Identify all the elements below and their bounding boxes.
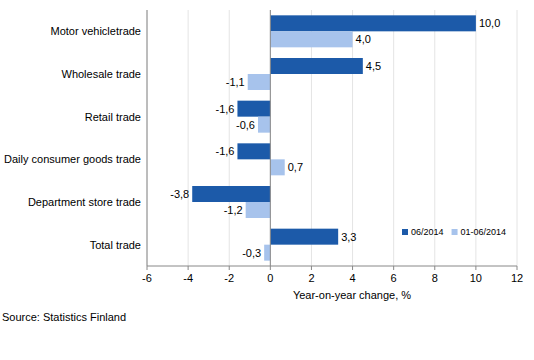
category-label: Retail trade	[85, 111, 141, 123]
bar	[270, 15, 476, 31]
data-label: -0,6	[236, 119, 255, 131]
tick-label: 6	[391, 272, 397, 284]
grid-line	[517, 10, 518, 266]
tick	[147, 266, 148, 270]
legend-label: 06/2014	[411, 227, 444, 237]
tick-label: -2	[224, 272, 234, 284]
grid-line	[188, 10, 189, 266]
data-label: -1,6	[215, 145, 234, 157]
grid-line	[229, 10, 230, 266]
category-label: Daily consumer goods trade	[4, 153, 141, 165]
tick	[434, 266, 435, 270]
chart: -6-4-202468101210,04,04,5-1,1-1,6-0,6-1,…	[0, 0, 534, 360]
category-label: Department store trade	[28, 196, 141, 208]
bar	[237, 101, 270, 117]
tick-label: 12	[511, 272, 523, 284]
grid-line	[393, 10, 394, 266]
grid-line	[311, 10, 312, 266]
data-label: -1,1	[226, 76, 245, 88]
tick	[229, 266, 230, 270]
source: Source: Statistics Finland	[2, 311, 126, 323]
data-labels: 10,04,04,5-1,1-1,6-0,6-1,60,7-3,8-1,23,3…	[170, 17, 500, 258]
tick-label: -6	[142, 272, 152, 284]
category-label: Motor vehicletrade	[51, 25, 142, 37]
bar	[258, 117, 270, 133]
bar	[246, 202, 271, 218]
x-axis-label: Year-on-year change, %	[293, 289, 411, 301]
bar	[270, 31, 352, 47]
category-label: Total trade	[90, 239, 141, 251]
bar	[270, 58, 363, 74]
bar	[192, 186, 270, 202]
tick	[352, 266, 353, 270]
bar	[264, 245, 270, 261]
grid-line	[147, 10, 148, 266]
legend-label: 01-06/2014	[461, 227, 507, 237]
data-label: 3,3	[341, 231, 356, 243]
bar	[270, 229, 338, 245]
grid-line	[270, 10, 271, 266]
tick-label: 10	[470, 272, 482, 284]
grid-line	[352, 10, 353, 266]
tick-label: 4	[349, 272, 355, 284]
bars	[192, 15, 476, 260]
tick	[270, 266, 271, 270]
data-label: 0,7	[288, 161, 303, 173]
data-label: 4,0	[356, 33, 371, 45]
tick-label: 8	[432, 272, 438, 284]
data-label: -3,8	[170, 188, 189, 200]
data-label: -1,2	[224, 204, 243, 216]
tick	[188, 266, 189, 270]
legend: 06/2014 01-06/2014	[402, 227, 506, 237]
category-label: Wholesale trade	[62, 68, 142, 80]
tick	[393, 266, 394, 270]
tick-label: -4	[183, 272, 193, 284]
data-label: -0,3	[242, 247, 261, 259]
x-axis	[147, 266, 517, 267]
tick	[311, 266, 312, 270]
legend-swatch	[402, 229, 408, 235]
tick	[517, 266, 518, 270]
tick-label: 0	[267, 272, 273, 284]
bar	[270, 159, 284, 175]
data-label: 4,5	[366, 60, 381, 72]
data-label: 10,0	[479, 17, 500, 29]
data-label: -1,6	[215, 103, 234, 115]
legend-swatch	[452, 229, 458, 235]
bar	[248, 74, 271, 90]
zero-line	[270, 10, 271, 266]
y-axis	[147, 10, 148, 266]
tick-label: 2	[308, 272, 314, 284]
bar	[237, 143, 270, 159]
tick	[475, 266, 476, 270]
